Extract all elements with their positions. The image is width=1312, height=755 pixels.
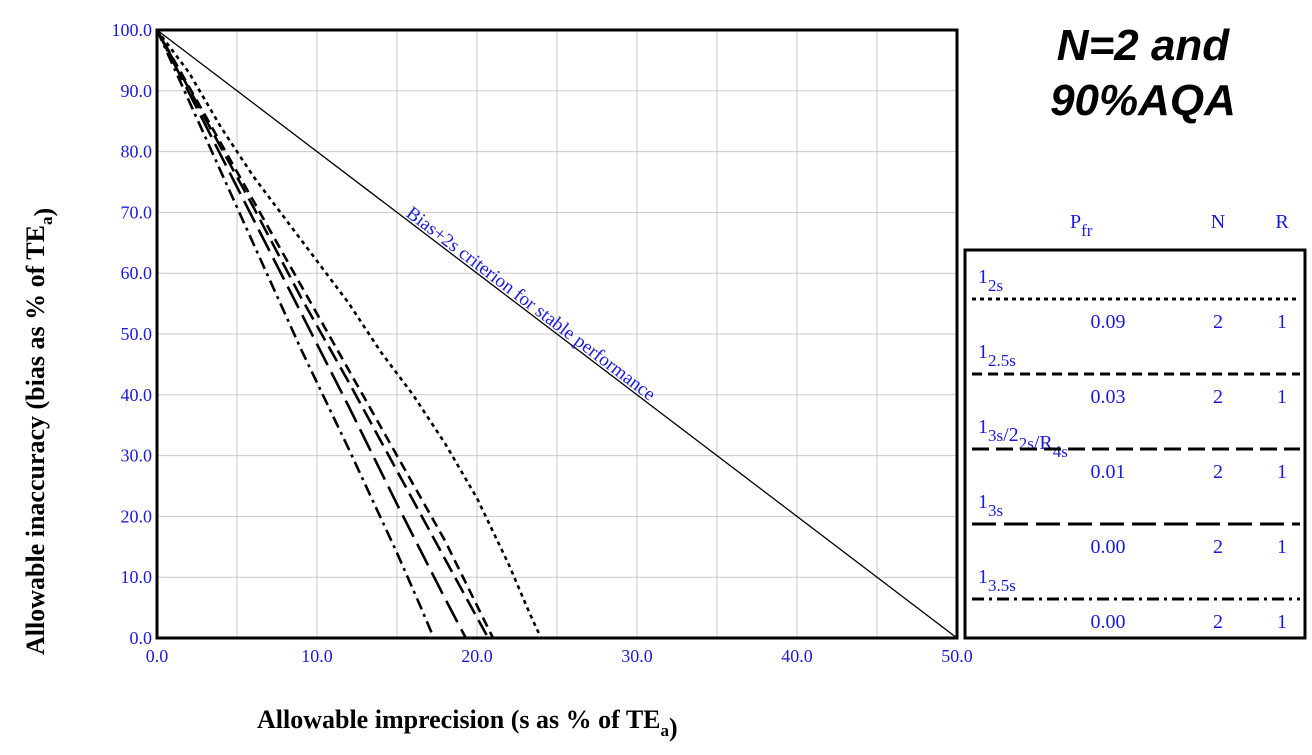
y-axis-title: Allowable inaccuracy (bias as % of TEa): [21, 208, 58, 655]
legend-header-n: N: [1211, 211, 1225, 233]
legend-row-label-r13s: 13s: [978, 491, 1003, 520]
legend-row-label-r12s: 12s: [978, 266, 1003, 295]
series-line-r135s: [155, 29, 435, 639]
legend-header-r: R: [1275, 211, 1289, 233]
series-line-r13s2of2: [155, 29, 490, 639]
y-tick-label: 40.0: [121, 385, 153, 405]
legend-n-value: 2: [1213, 611, 1223, 633]
legend-r-value: 1: [1277, 386, 1287, 408]
series-line-r13s: [155, 29, 467, 639]
legend-row-label-r135s: 13.5s: [978, 566, 1016, 595]
y-tick-label: 30.0: [121, 446, 153, 466]
y-tick-label: 10.0: [121, 567, 153, 587]
y-tick-label: 20.0: [121, 506, 153, 526]
legend-r-value: 1: [1277, 536, 1287, 558]
x-tick-label: 30.0: [621, 646, 653, 666]
legend-n-value: 2: [1213, 386, 1223, 408]
y-tick-label: 0.0: [130, 628, 153, 648]
x-tick-label: 0.0: [146, 646, 169, 666]
legend-pfr-value: 0.01: [1091, 461, 1126, 483]
legend-pfr-value: 0.09: [1091, 311, 1126, 333]
criterion-annotation: Bias+2s criterion for stable performance: [402, 203, 659, 406]
legend-pfr-value: 0.03: [1091, 386, 1126, 408]
series-group: [155, 29, 958, 639]
legend-pfr-value: 0.00: [1091, 611, 1126, 633]
x-axis-title: Allowable imprecision (s as % of TEa): [257, 705, 678, 742]
series-line-r125s: [155, 29, 495, 639]
legend-n-value: 2: [1213, 311, 1223, 333]
legend-n-value: 2: [1213, 536, 1223, 558]
y-tick-label: 60.0: [121, 263, 153, 283]
legend-header-pfr: Pfr: [1070, 211, 1093, 240]
plot-frame: [155, 28, 959, 640]
chart-title-line: 90%AQA: [1050, 76, 1236, 125]
chart-title-line: N=2 and: [1057, 21, 1231, 70]
series-line-criterion: [156, 29, 958, 639]
legend-r-value: 1: [1277, 461, 1287, 483]
y-tick-label: 90.0: [121, 81, 153, 101]
series-line-r12s: [155, 29, 543, 639]
legend-row-label-r125s: 12.5s: [978, 341, 1016, 370]
y-tick-label: 80.0: [121, 142, 153, 162]
x-tick-label: 10.0: [301, 646, 333, 666]
legend-r-value: 1: [1277, 311, 1287, 333]
legend-pfr-value: 0.00: [1091, 536, 1126, 558]
y-tick-label: 100.0: [112, 20, 153, 40]
legend-r-value: 1: [1277, 611, 1287, 633]
x-tick-label: 50.0: [941, 646, 973, 666]
y-tick-label: 70.0: [121, 202, 153, 222]
legend-box: [963, 248, 1307, 640]
y-tick-label: 50.0: [121, 324, 153, 344]
x-tick-label: 20.0: [461, 646, 493, 666]
x-tick-label: 40.0: [781, 646, 813, 666]
legend-n-value: 2: [1213, 461, 1223, 483]
